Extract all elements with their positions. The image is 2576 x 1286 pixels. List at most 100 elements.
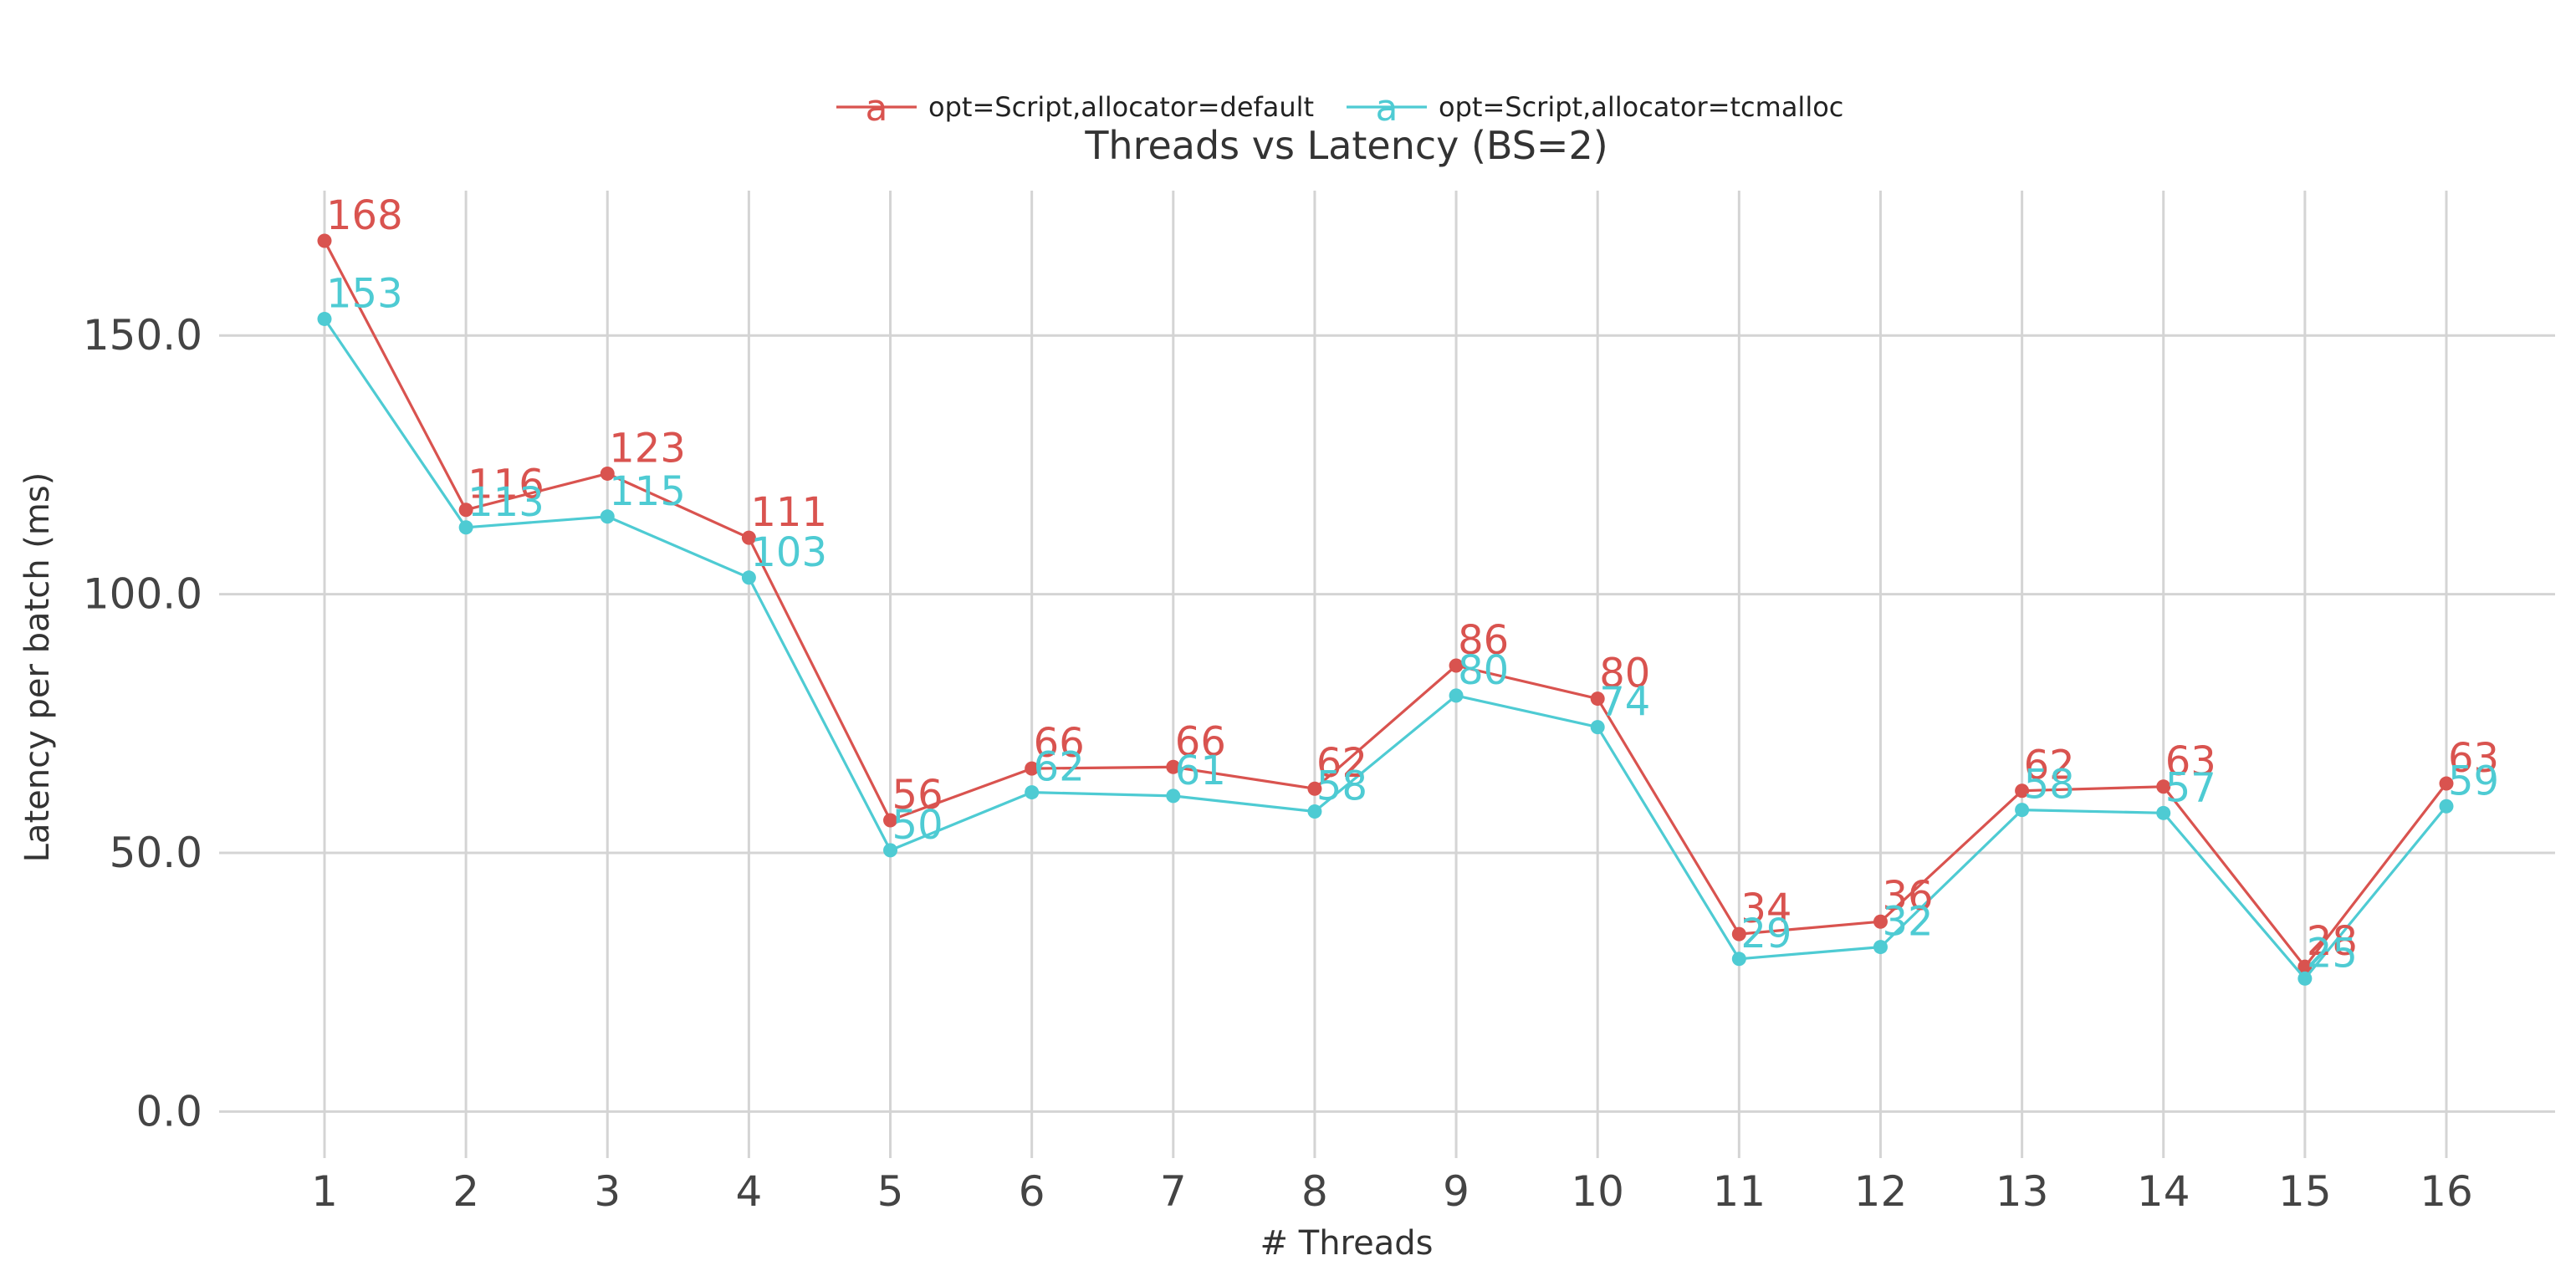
y-tick-label: 100.0 [83, 570, 202, 619]
data-label: 116 [468, 462, 544, 508]
data-label: 113 [468, 479, 544, 526]
legend-marker: a [866, 87, 888, 130]
legend: a opt=Script,allocator=default a opt=Script… [836, 87, 1843, 130]
x-tick-label: 16 [2420, 1167, 2473, 1216]
data-point [1166, 759, 1181, 774]
data-point [1307, 781, 1322, 796]
data-label: 66 [1175, 718, 1226, 765]
data-label: 59 [2448, 758, 2499, 804]
data-point [600, 509, 615, 524]
data-point [741, 570, 756, 585]
data-label: 28 [2307, 918, 2358, 965]
data-label: 168 [326, 192, 403, 239]
x-tick-label: 5 [877, 1167, 904, 1216]
data-point [2297, 971, 2313, 986]
data-label: 62 [1034, 744, 1085, 791]
data-point [600, 466, 615, 481]
series-line-2 [323, 318, 2448, 980]
data-point [1590, 691, 1605, 707]
x-axis-ticks: 1 2 3 4 5 6 7 8 9 10 11 12 13 14 15 16 [311, 1167, 2473, 1216]
data-label: 62 [2024, 743, 2075, 789]
data-label: 153 [326, 270, 403, 317]
data-label: 80 [1599, 651, 1650, 697]
data-point [2439, 776, 2454, 791]
y-tick-label: 0.0 [135, 1087, 202, 1135]
data-point [1731, 952, 1746, 967]
x-tick-label: 14 [2137, 1167, 2190, 1216]
x-tick-label: 11 [1713, 1167, 1766, 1216]
data-label: 115 [609, 468, 686, 515]
data-label: 61 [1175, 748, 1226, 794]
data-point [2439, 799, 2454, 814]
data-point [1307, 804, 1322, 819]
data-label: 86 [1458, 617, 1509, 664]
data-label: 36 [1882, 873, 1933, 920]
data-label: 58 [2024, 762, 2075, 809]
data-label: 50 [892, 802, 943, 849]
y-axis-ticks: 0.0 50.0 100.0 150.0 [83, 311, 202, 1135]
x-tick-label: 3 [594, 1167, 621, 1216]
data-label: 63 [2448, 735, 2499, 782]
data-label: 57 [2165, 764, 2216, 811]
data-point [883, 813, 898, 828]
y-tick-label: 150.0 [83, 311, 202, 360]
data-label: 32 [1882, 899, 1933, 946]
x-tick-label: 12 [1854, 1167, 1908, 1216]
x-tick-label: 8 [1301, 1167, 1328, 1216]
data-label: 58 [1316, 763, 1367, 809]
data-point [1025, 785, 1040, 800]
data-label: 56 [892, 772, 943, 819]
chart-title: Threads vs Latency (BS=2) [1084, 123, 1607, 168]
data-point [1873, 914, 1888, 929]
data-point [458, 503, 473, 518]
data-point [1449, 688, 1464, 703]
data-point [317, 311, 332, 326]
data-point [741, 530, 756, 545]
x-tick-label: 9 [1443, 1167, 1469, 1216]
x-tick-label: 15 [2278, 1167, 2332, 1216]
y-axis-label: Latency per batch (ms) [18, 472, 57, 863]
data-label: 103 [750, 529, 827, 576]
data-point [317, 233, 332, 248]
x-tick-label: 4 [735, 1167, 762, 1216]
data-point [2015, 803, 2030, 818]
x-axis-label: # Threads [1260, 1224, 1434, 1263]
data-point [2156, 805, 2171, 820]
data-label: 80 [1458, 647, 1509, 694]
grid-lines [219, 191, 2555, 1158]
data-point [1025, 761, 1040, 776]
data-point [1590, 720, 1605, 735]
data-point [1731, 926, 1746, 942]
data-point [458, 520, 473, 535]
x-tick-label: 10 [1571, 1167, 1624, 1216]
data-point [2156, 779, 2171, 794]
data-label: 74 [1599, 679, 1650, 726]
data-label: 34 [1740, 885, 1791, 932]
data-label: 29 [1740, 911, 1791, 957]
series-lines [317, 233, 2454, 986]
data-point [1873, 940, 1888, 955]
data-point [1449, 658, 1464, 673]
x-tick-label: 13 [1996, 1167, 2049, 1216]
legend-marker: a [1376, 87, 1398, 130]
legend-entry-2: opt=Script,allocator=tcmalloc [1439, 91, 1843, 123]
data-point [883, 843, 898, 858]
legend-entry-1: opt=Script,allocator=default [928, 91, 1314, 123]
x-tick-label: 6 [1019, 1167, 1045, 1216]
data-label: 111 [750, 489, 827, 536]
data-label: 63 [2165, 738, 2216, 785]
x-tick-label: 1 [311, 1167, 338, 1216]
data-label: 25 [2307, 930, 2358, 977]
data-label: 62 [1316, 740, 1367, 787]
x-tick-label: 2 [452, 1167, 479, 1216]
data-point [2015, 783, 2030, 799]
data-label: 66 [1034, 720, 1085, 767]
y-tick-label: 50.0 [110, 829, 202, 877]
data-point [1166, 788, 1181, 804]
data-label: 123 [609, 425, 686, 472]
series-line-1 [323, 240, 2448, 968]
x-tick-label: 7 [1160, 1167, 1187, 1216]
data-point [2297, 959, 2313, 974]
